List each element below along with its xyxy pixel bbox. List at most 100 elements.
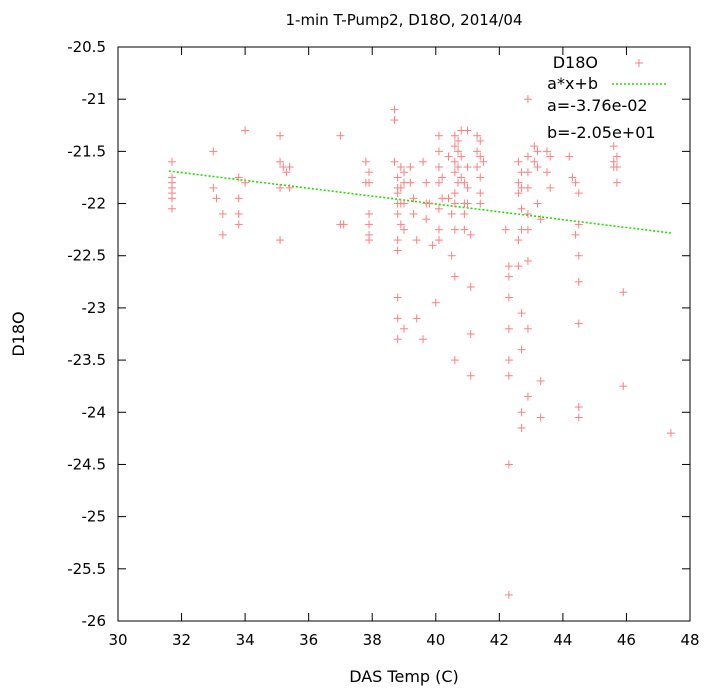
data-point xyxy=(434,178,443,187)
data-point xyxy=(517,408,526,417)
data-point xyxy=(450,225,459,234)
data-point xyxy=(412,236,421,245)
legend-plus-marker xyxy=(635,59,643,67)
data-point xyxy=(463,199,472,208)
y-axis: -26 -25.5 -25 -24.5 -24 -23.5 -23 -22.5 -22 -21.5… xyxy=(67,38,690,630)
data-point xyxy=(396,183,405,192)
data-point xyxy=(457,152,466,161)
data-point xyxy=(241,126,250,135)
data-point xyxy=(476,189,485,198)
data-point xyxy=(460,225,469,234)
data-point xyxy=(460,178,469,187)
data-point xyxy=(393,189,402,198)
y-tick-label: -24 xyxy=(82,403,107,421)
data-point xyxy=(234,220,243,229)
data-point xyxy=(504,371,513,380)
data-point xyxy=(479,157,488,166)
data-point xyxy=(209,147,218,156)
data-point xyxy=(406,163,415,172)
data-point xyxy=(619,382,628,391)
data-point xyxy=(434,147,443,156)
y-tick-label: -22 xyxy=(82,195,107,213)
data-point xyxy=(574,189,583,198)
data-point xyxy=(409,194,418,203)
y-tick-label: -24.5 xyxy=(67,455,106,473)
x-tick-label: 32 xyxy=(172,631,191,649)
y-tick-label: -23.5 xyxy=(67,351,106,369)
data-point xyxy=(450,272,459,281)
legend-label-d18o: D18O xyxy=(553,53,598,72)
data-point xyxy=(574,251,583,260)
data-point xyxy=(504,324,513,333)
data-point xyxy=(422,178,431,187)
data-point xyxy=(447,251,456,260)
data-point xyxy=(574,220,583,229)
data-point xyxy=(396,163,405,172)
data-point xyxy=(454,147,463,156)
data-point xyxy=(400,225,408,234)
data-point xyxy=(336,131,345,140)
data-point xyxy=(574,403,583,412)
data-point xyxy=(434,236,443,245)
data-point xyxy=(282,168,291,177)
data-point xyxy=(504,590,513,599)
data-point xyxy=(473,131,482,140)
data-point xyxy=(546,183,555,192)
data-point xyxy=(450,131,459,140)
x-tick-label: 42 xyxy=(490,631,509,649)
data-point xyxy=(276,236,285,245)
fit-line xyxy=(168,170,672,234)
data-point xyxy=(393,335,402,344)
data-point xyxy=(419,157,428,166)
data-point xyxy=(574,277,583,286)
y-tick-label: -23 xyxy=(82,299,107,317)
data-point xyxy=(434,163,443,172)
data-point xyxy=(473,163,482,172)
data-point xyxy=(463,183,472,192)
chart-title: 1-min T-Pump2, D18O, 2014/04 xyxy=(285,11,522,29)
data-point xyxy=(504,293,513,302)
y-tick-label: -21.5 xyxy=(67,142,106,160)
data-point xyxy=(476,136,485,145)
data-point xyxy=(501,225,510,234)
data-point xyxy=(454,136,463,145)
data-point xyxy=(612,178,621,187)
points-layer xyxy=(168,95,675,599)
data-point xyxy=(504,272,513,281)
data-point xyxy=(504,356,513,365)
data-point xyxy=(574,319,583,328)
data-point xyxy=(523,392,532,401)
x-tick-label: 34 xyxy=(236,631,255,649)
data-point xyxy=(234,194,243,203)
data-point xyxy=(514,236,523,245)
data-point xyxy=(365,236,374,245)
data-point xyxy=(365,209,374,218)
data-point xyxy=(514,262,523,271)
data-point xyxy=(517,309,526,318)
legend: D18O a*x+b xyxy=(547,53,666,93)
data-point xyxy=(530,142,539,151)
y-tick-label: -25 xyxy=(82,508,107,526)
x-tick-label: 40 xyxy=(426,631,445,649)
data-point xyxy=(444,152,453,161)
x-axis: 30 32 34 36 38 40 42 44 46 48 xyxy=(108,47,700,649)
data-point xyxy=(612,152,621,161)
data-point xyxy=(365,178,374,187)
data-point xyxy=(218,209,227,218)
data-point xyxy=(565,152,574,161)
data-point xyxy=(463,163,472,172)
data-point xyxy=(533,199,542,208)
data-point xyxy=(454,163,463,172)
data-point xyxy=(476,152,485,161)
annotation-b: b=-2.05e+01 xyxy=(547,123,656,142)
data-point xyxy=(466,371,475,380)
y-tick-label: -25.5 xyxy=(67,560,106,578)
x-tick-label: 46 xyxy=(617,631,636,649)
x-axis-label: DAS Temp (C) xyxy=(349,667,459,686)
data-point xyxy=(276,183,285,192)
legend-label-fit: a*x+b xyxy=(547,74,598,93)
data-point xyxy=(447,209,456,218)
data-point xyxy=(450,142,459,151)
data-point xyxy=(466,230,475,239)
